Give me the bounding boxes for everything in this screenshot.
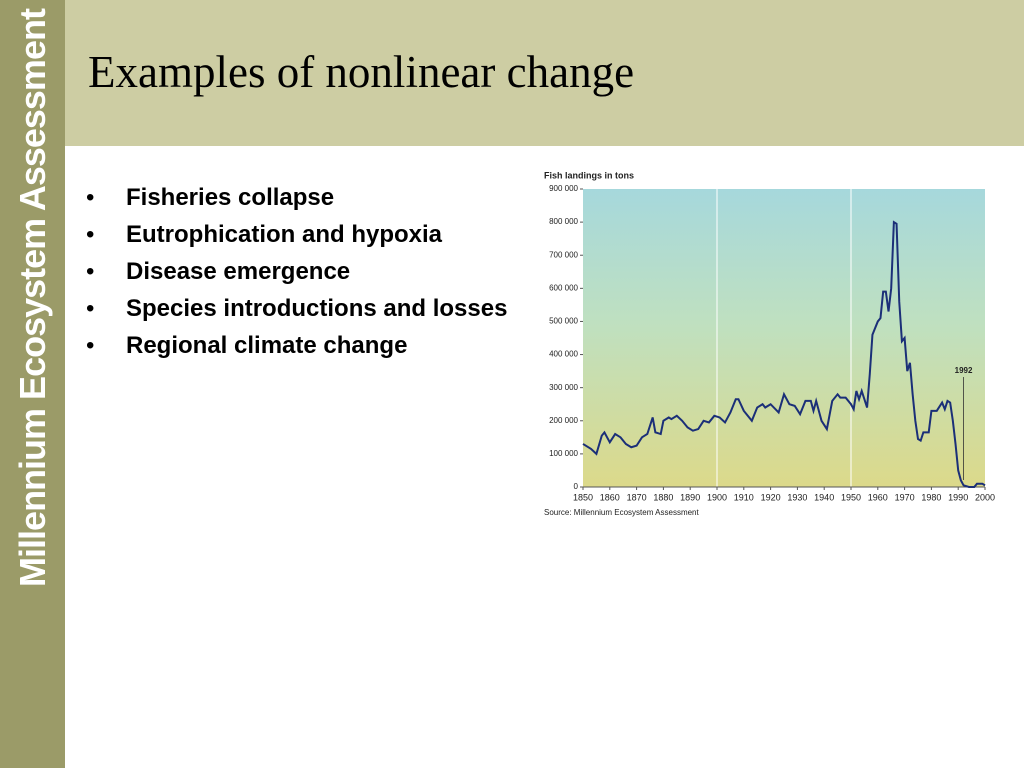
- y-tick-label: 700 000: [549, 250, 578, 259]
- header: [65, 0, 1024, 146]
- x-tick-label: 1890: [680, 492, 700, 502]
- x-tick-label: 1920: [761, 492, 781, 502]
- data-line: [582, 220, 986, 488]
- y-tick-label: 100 000: [549, 449, 578, 458]
- y-tick-label: 400 000: [549, 350, 578, 359]
- bullet: Species introductions and losses: [86, 293, 516, 324]
- x-tick-label: 1990: [948, 492, 968, 502]
- y-tick-label: 800 000: [549, 217, 578, 226]
- x-tick-label: 1900: [707, 492, 727, 502]
- chart-source: Source: Millennium Ecosystem Assessment: [544, 508, 700, 517]
- annotation-label: 1992: [955, 366, 973, 375]
- x-tick-label: 1850: [573, 492, 593, 502]
- x-tick-label: 1870: [627, 492, 647, 502]
- bullet: Fisheries collapse: [86, 182, 516, 213]
- y-tick-label: 500 000: [549, 317, 578, 326]
- x-tick-label: 1860: [600, 492, 620, 502]
- y-tick-label: 300 000: [549, 383, 578, 392]
- x-tick-label: 1970: [895, 492, 915, 502]
- plot-background: [583, 189, 985, 487]
- x-tick-label: 1940: [814, 492, 834, 502]
- chart-title: Fish landings in tons: [544, 170, 634, 180]
- y-tick-label: 900 000: [549, 184, 578, 193]
- y-tick-label: 0: [574, 482, 579, 491]
- bullet: Eutrophication and hypoxia: [86, 219, 516, 250]
- x-tick-label: 1910: [734, 492, 754, 502]
- x-tick-label: 2000: [975, 492, 995, 502]
- x-tick-label: 1930: [787, 492, 807, 502]
- y-tick-label: 200 000: [549, 416, 578, 425]
- bullet: Disease emergence: [86, 256, 516, 287]
- x-tick-label: 1960: [868, 492, 888, 502]
- x-tick-label: 1950: [841, 492, 861, 502]
- bullet: Regional climate change: [86, 330, 516, 361]
- slide-title: Examples of nonlinear change: [88, 47, 635, 97]
- sidebar: Millennium Ecosystem Assessment: [0, 0, 65, 768]
- x-tick-label: 1880: [653, 492, 673, 502]
- y-tick-label: 600 000: [549, 283, 578, 292]
- x-tick-label: 1980: [921, 492, 941, 502]
- bullet-list: Fisheries collapse Eutrophication and hyp…: [86, 182, 516, 367]
